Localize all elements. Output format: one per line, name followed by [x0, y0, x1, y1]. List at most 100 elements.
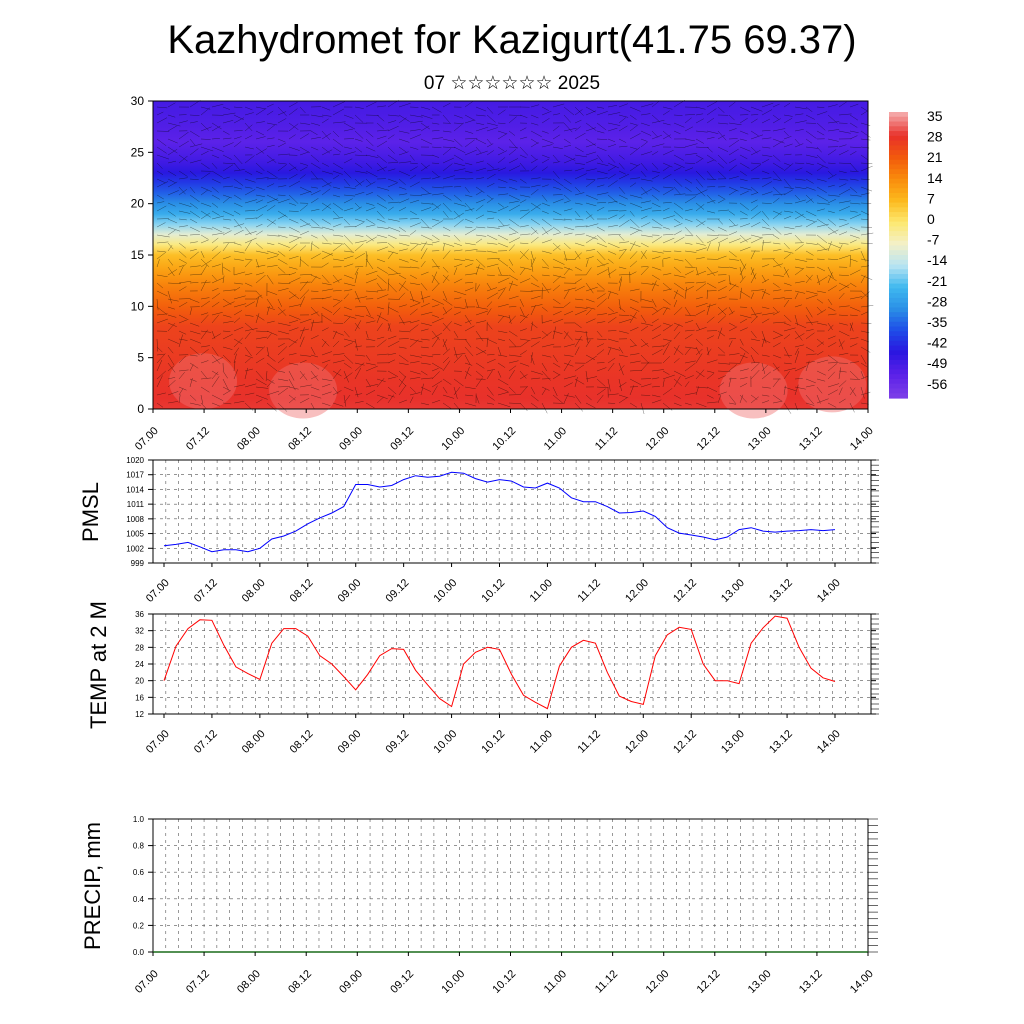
x-tick-label: 12.00 — [644, 425, 672, 453]
colorbar-segment — [889, 255, 908, 261]
y-tick-label: 28 — [135, 643, 144, 652]
colorbar-segment — [889, 226, 908, 232]
y-tick-label: 16 — [135, 693, 144, 702]
colorbar-segment — [889, 312, 908, 318]
colorbar-label: -49 — [927, 355, 947, 371]
colorbar-segment — [889, 283, 908, 289]
precip-panel: 0.0 0.2 0.4 0.6 0.8 1.0 07.00 07.12 08.00 08.12 09… — [80, 815, 878, 996]
colorbar-segment — [889, 359, 908, 366]
y-tick-label: 0.6 — [133, 868, 145, 877]
x-tick-label: 08.00 — [240, 577, 268, 605]
x-tick-label: 07.00 — [144, 728, 172, 756]
x-tick-label: 12.00 — [623, 728, 651, 756]
x-tick-label: 11.00 — [542, 968, 569, 995]
y-tick-label: 36 — [135, 610, 144, 619]
colorbar-label: 21 — [927, 149, 943, 165]
y-tick-label: 1002 — [126, 544, 144, 553]
colorbar-segment — [889, 183, 908, 189]
x-tick-label: 11.00 — [528, 728, 555, 755]
colorbar-segment — [889, 112, 908, 118]
colorbar-segment — [889, 126, 908, 132]
x-tick-label: 08.12 — [286, 425, 314, 453]
cross-section-field — [153, 101, 868, 409]
x-tick-label: 07.00 — [144, 577, 172, 605]
colorbar-label: -56 — [927, 376, 947, 392]
colorbar-segment — [889, 278, 908, 285]
colorbar-segment — [889, 383, 908, 390]
colorbar-segment — [889, 302, 908, 309]
y-tick-label: 1011 — [127, 500, 145, 509]
colorbar-segment — [889, 326, 908, 332]
x-tick-label: 08.00 — [235, 968, 263, 996]
temp-axis-label: TEMP at 2 M — [86, 601, 111, 729]
colorbar-segment — [889, 212, 908, 218]
colorbar-segment — [889, 231, 908, 237]
x-tick-label: 10.12 — [490, 425, 518, 453]
x-tick-label: 09.12 — [384, 577, 412, 605]
x-tick-label: 13.12 — [767, 577, 795, 605]
colorbar-segment — [889, 350, 908, 356]
y-tick-label: 1.0 — [133, 815, 145, 824]
temp-frame — [152, 613, 872, 715]
cross-section-panel: 0 5 10 15 20 25 30 07.00 07.12 08.00 08.12 09.00 09.… — [131, 94, 876, 453]
colorbar-segment — [889, 159, 908, 166]
x-tick-label: 08.12 — [288, 728, 316, 756]
y-tick-label: 5 — [137, 351, 144, 365]
y-tick-label: 1005 — [126, 530, 144, 539]
colorbar-segment — [889, 245, 908, 251]
precip-axis-label: PRECIP, mm — [80, 822, 105, 950]
colorbar-segment — [889, 355, 908, 361]
colorbar-label: -21 — [927, 273, 947, 289]
colorbar-segment — [889, 145, 908, 151]
colorbar-segment — [889, 250, 908, 256]
x-tick-label: 11.12 — [593, 425, 620, 452]
x-tick-label: 09.00 — [336, 577, 364, 605]
x-tick-label: 07.12 — [184, 425, 212, 453]
colorbar-label: -35 — [927, 314, 947, 330]
y-tick-label: 0 — [137, 402, 144, 416]
x-tick-label: 07.00 — [133, 968, 161, 996]
colorbar-label: 14 — [927, 170, 943, 186]
y-tick-label: 32 — [135, 627, 144, 636]
x-tick-label: 10.12 — [479, 728, 507, 756]
colorbar-segment — [889, 364, 908, 370]
colorbar-segment — [889, 274, 908, 280]
x-tick-label: 09.00 — [336, 728, 364, 756]
colorbar-segment — [889, 197, 908, 204]
pmsl-frame — [152, 459, 872, 564]
x-tick-label: 10.00 — [431, 577, 459, 605]
x-tick-label: 08.12 — [286, 968, 314, 996]
colorbar: 35 28 21 14 7 0 -7 -14 -21 -28 -35 -42 -49 -56 — [889, 108, 947, 399]
x-tick-label: 07.12 — [192, 577, 220, 605]
x-tick-label: 11.00 — [542, 425, 569, 452]
colorbar-segment — [889, 178, 908, 185]
colorbar-segment — [889, 202, 908, 208]
colorbar-segment — [889, 393, 908, 399]
x-tick-label: 12.12 — [695, 425, 723, 453]
x-tick-label: 14.00 — [848, 425, 876, 453]
y-tick-label: 30 — [131, 94, 145, 108]
x-tick-label: 13.12 — [797, 968, 825, 996]
x-tick-label: 11.00 — [528, 577, 555, 604]
x-tick-label: 08.00 — [240, 728, 268, 756]
x-tick-label: 10.00 — [439, 425, 467, 453]
y-tick-label: 1008 — [126, 515, 144, 524]
x-tick-label: 13.00 — [719, 728, 747, 756]
colorbar-segment — [889, 345, 908, 351]
x-tick-label: 13.12 — [797, 425, 825, 453]
x-tick-label: 09.12 — [388, 425, 416, 453]
colorbar-segment — [889, 240, 908, 247]
x-tick-label: 10.00 — [431, 728, 459, 756]
wind-barbs — [156, 99, 874, 415]
colorbar-segment — [889, 293, 908, 299]
colorbar-segment — [889, 374, 908, 380]
x-tick-label: 07.12 — [192, 728, 220, 756]
x-tick-label: 08.00 — [235, 425, 263, 453]
y-tick-label: 0.8 — [133, 842, 145, 851]
colorbar-segment — [889, 321, 908, 328]
colorbar-segment — [889, 121, 908, 127]
y-tick-label: 0.2 — [133, 921, 145, 930]
colorbar-label: 35 — [927, 108, 943, 124]
colorbar-segment — [889, 188, 908, 194]
